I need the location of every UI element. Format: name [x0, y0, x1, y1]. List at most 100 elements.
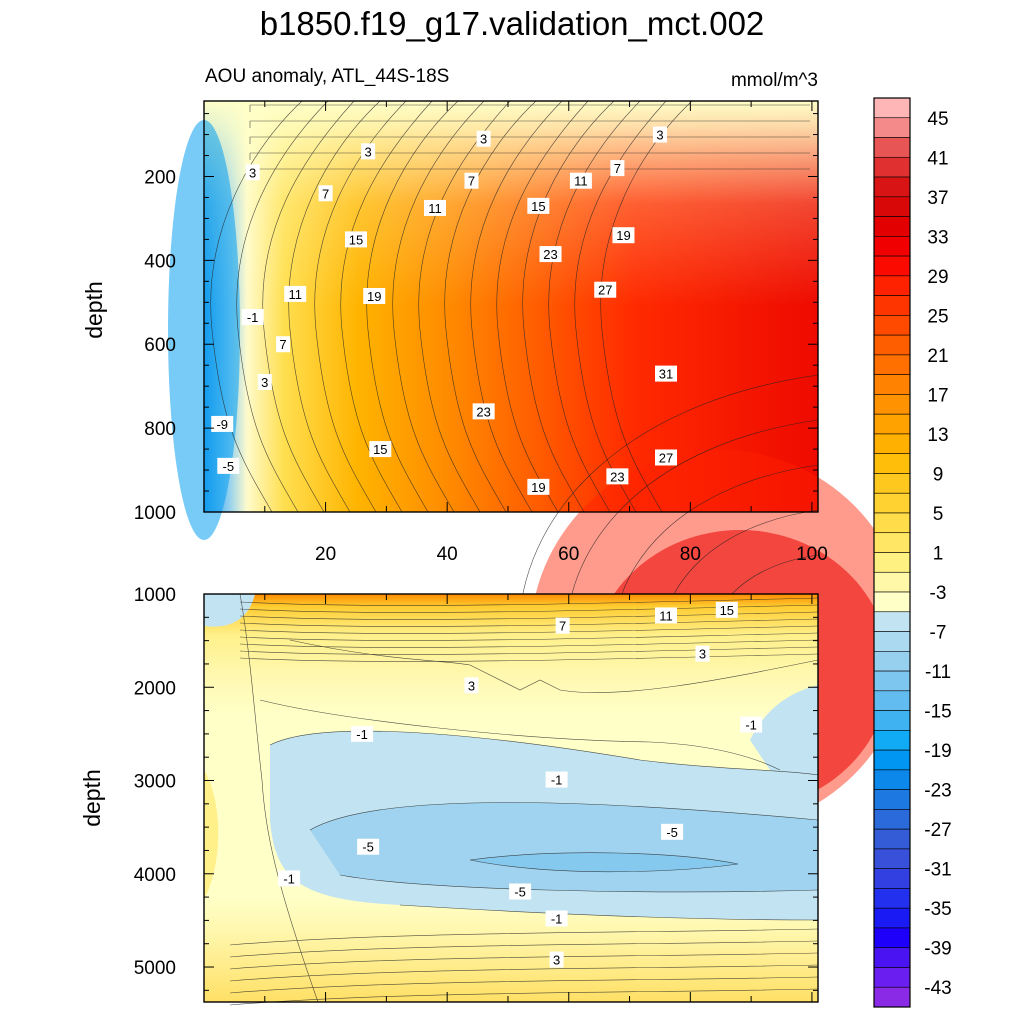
colorbar-label: 25 — [927, 306, 948, 327]
top-contour-label: 11 — [424, 199, 447, 216]
bottom-contour-line — [239, 639, 819, 648]
top-contour-line — [210, 100, 303, 513]
top-contour-label-box — [655, 449, 678, 466]
colorbar-swatch — [873, 789, 911, 810]
bottom-contour-line — [239, 611, 819, 620]
bottom-contour-line — [229, 976, 819, 994]
colorbar-swatch — [873, 315, 911, 336]
bottom-contour-line — [229, 988, 819, 1006]
bottom-contour-line — [239, 646, 819, 655]
colorbar-label: -3 — [930, 583, 947, 604]
colorbar-label: 33 — [927, 227, 948, 248]
bottom-panel-negative-right — [750, 685, 818, 780]
top-contour-label-box — [276, 336, 291, 353]
bottom-contour-label-box — [351, 725, 374, 742]
bottom-contour-line — [229, 928, 819, 946]
top-x-tick-label: 80 — [680, 544, 701, 565]
colorbar-swatch — [873, 236, 911, 257]
bottom-contour-line — [309, 802, 819, 831]
bottom-contour-label: 15 — [715, 601, 738, 618]
colorbar-swatch — [873, 631, 911, 652]
top-contour-label-text: -9 — [216, 417, 228, 432]
top-contour-label-text: 7 — [322, 186, 329, 201]
top-y-tick-label: 600 — [144, 335, 176, 356]
bottom-contour-line — [229, 964, 819, 982]
bottom-contour-line — [239, 625, 819, 634]
colorbar-swatch — [873, 986, 911, 1008]
colorbar-label: 41 — [927, 148, 948, 169]
bottom-contour-label-text: -5 — [362, 840, 374, 855]
top-contour-label-box — [655, 365, 678, 382]
top-contour-label-box — [361, 143, 376, 160]
colorbar-swatch — [873, 848, 911, 869]
top-contour-label: 7 — [610, 160, 625, 177]
top-contour-label-box — [245, 164, 260, 181]
top-contour-label-text: 11 — [574, 174, 588, 189]
colorbar-swatch — [873, 828, 911, 850]
bottom-contour-label-text: -5 — [514, 884, 526, 899]
colorbar-frame — [873, 97, 911, 1008]
bottom-contour-label-text: 7 — [559, 619, 566, 634]
top-contour-label-box — [539, 246, 562, 263]
top-contour-label: 23 — [472, 403, 495, 420]
top-surface-contour — [249, 136, 810, 144]
colorbar-swatch — [873, 117, 911, 138]
top-contour-line — [340, 100, 433, 513]
top-contour-label-box — [594, 281, 617, 298]
bottom-panel: 15 11 7 3 3 -1 -1 -1 -5 -5 -1 -5 -1 3 1000 2000 3000 400… — [79, 585, 819, 1006]
bottom-contour-line — [259, 699, 781, 771]
top-contour-label-box — [610, 160, 625, 177]
top-contour-label: 15 — [527, 197, 550, 214]
bottom-panel-left-warm — [204, 770, 219, 900]
top-contour-label-box — [211, 415, 234, 432]
colorbar-label: -11 — [925, 662, 951, 683]
colorbar-swatch — [873, 413, 911, 435]
top-x-tick-label: 100 — [796, 544, 828, 565]
bottom-contour-line — [239, 632, 819, 641]
top-contour-label-box — [606, 468, 629, 485]
top-contour-label-box — [464, 172, 479, 189]
bottom-y-tick-label: 2000 — [134, 678, 176, 699]
top-contour-label-text: 11 — [428, 201, 442, 216]
top-contour-label: 19 — [527, 478, 550, 495]
colorbar-swatch — [873, 611, 911, 632]
bottom-contour-line — [399, 904, 819, 921]
bottom-contour-label: -1 — [545, 910, 568, 927]
bottom-contour-line — [239, 593, 319, 1003]
top-contour-label: 7 — [276, 336, 291, 353]
top-contour-label: 11 — [284, 285, 307, 302]
colorbar-label: -7 — [930, 623, 947, 644]
bottom-contour-line — [239, 597, 819, 606]
bottom-contour-label-text: -1 — [356, 727, 368, 742]
colorbar-label: 13 — [927, 425, 948, 446]
top-contour-label-text: 19 — [531, 480, 545, 495]
bottom-contour-label-text: 3 — [553, 953, 560, 968]
colorbar-swatch — [873, 809, 911, 830]
bottom-contour-label-text: 11 — [659, 608, 673, 623]
bottom-contour-line — [239, 604, 819, 613]
top-contour-label: 3 — [476, 130, 491, 147]
top-contour-label-box — [318, 185, 333, 202]
top-contour-label: 15 — [369, 441, 392, 458]
top-contour-label-text: 19 — [616, 228, 630, 243]
top-contour-label-text: -5 — [223, 459, 235, 474]
colorbar-label: -39 — [924, 939, 951, 960]
top-contour-line — [574, 100, 667, 513]
colorbar-swatch — [873, 967, 911, 988]
colorbar-label: 45 — [927, 109, 948, 130]
colorbar-label: 5 — [933, 504, 944, 525]
top-contour-label: 15 — [344, 231, 367, 248]
colorbar-swatch — [873, 591, 911, 613]
top-contour-label-box — [569, 172, 592, 189]
bottom-contour-label: 3 — [464, 677, 479, 694]
top-x-ticks: 20 40 60 80 100 — [264, 101, 828, 565]
colorbar-swatch — [873, 690, 911, 711]
colorbar-label: -43 — [924, 978, 951, 999]
top-contour-line — [522, 100, 615, 513]
bottom-contour-lines — [229, 593, 819, 1006]
bottom-y-ticks: 1000 2000 3000 4000 5000 — [134, 585, 818, 991]
bottom-contour-line — [229, 940, 819, 958]
bottom-contour-label: -5 — [357, 838, 380, 855]
bottom-contour-label-box — [545, 910, 568, 927]
